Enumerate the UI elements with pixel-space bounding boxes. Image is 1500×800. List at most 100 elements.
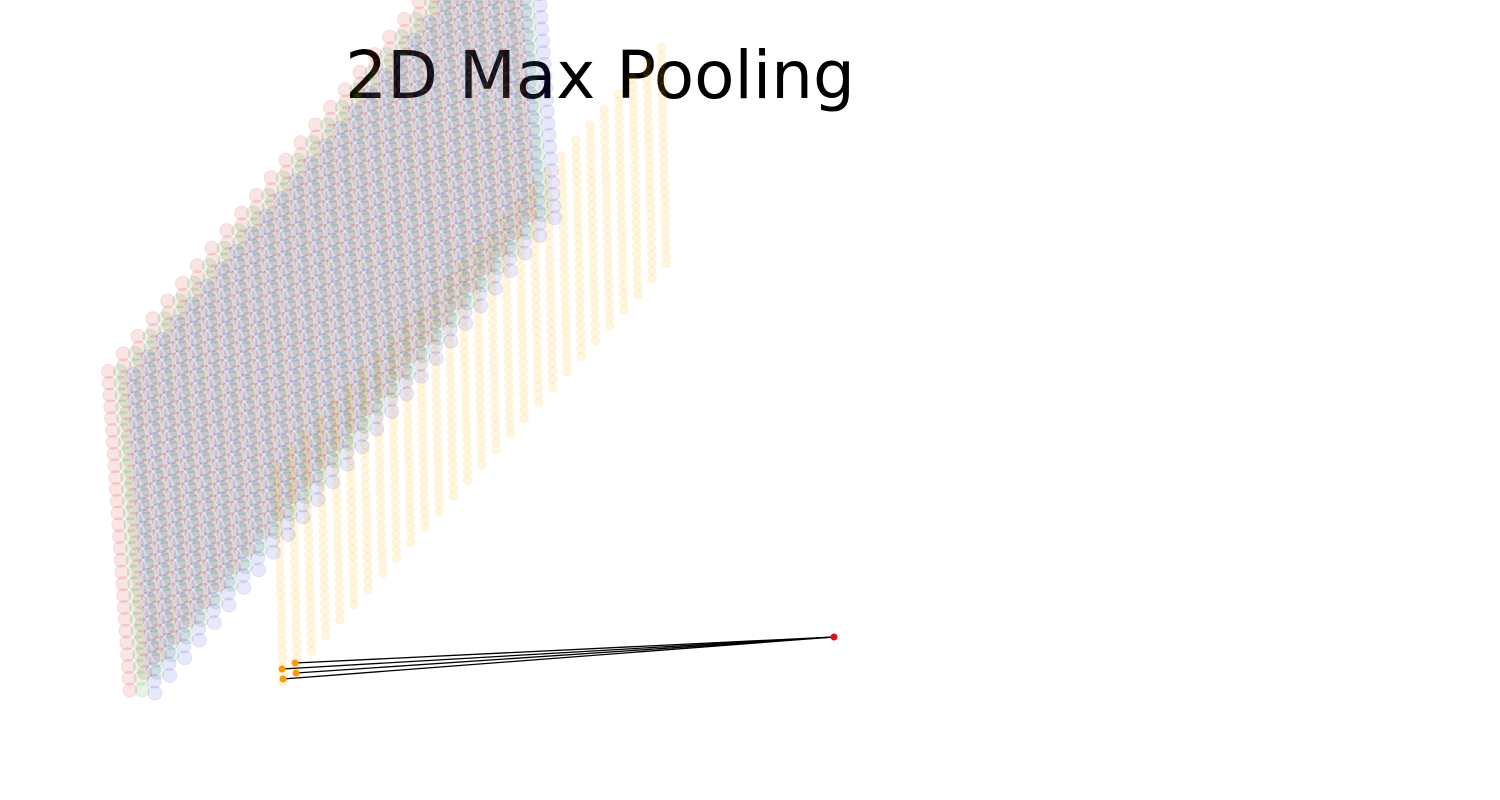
input-neuron bbox=[465, 83, 481, 99]
pooling-connection-line bbox=[295, 636, 835, 674]
input-neuron bbox=[458, 218, 474, 234]
pooled-neuron bbox=[346, 495, 357, 506]
input-neuron bbox=[215, 514, 231, 530]
input-neuron bbox=[180, 600, 196, 616]
input-neuron bbox=[201, 258, 217, 274]
input-neuron bbox=[415, 150, 431, 166]
input-neuron bbox=[166, 629, 182, 645]
input-neuron bbox=[190, 334, 206, 350]
input-neuron bbox=[247, 515, 263, 531]
input-neuron bbox=[378, 212, 394, 228]
input-neuron bbox=[343, 273, 359, 289]
input-neuron bbox=[416, 306, 432, 322]
input-neuron bbox=[289, 185, 305, 201]
input-neuron bbox=[393, 303, 409, 319]
pooled-neuron bbox=[658, 114, 668, 125]
pooled-neuron bbox=[545, 294, 556, 305]
input-neuron bbox=[189, 597, 205, 613]
input-neuron bbox=[517, 136, 533, 152]
input-neuron bbox=[517, 245, 533, 261]
pooled-neuron bbox=[632, 265, 643, 276]
input-neuron bbox=[421, 244, 437, 260]
input-neuron bbox=[250, 211, 266, 227]
input-neuron bbox=[483, 165, 499, 181]
pooled-neuron bbox=[546, 310, 556, 321]
input-neuron bbox=[453, 136, 469, 152]
input-neuron bbox=[143, 340, 159, 356]
input-neuron bbox=[485, 15, 501, 31]
input-neuron bbox=[196, 461, 212, 477]
input-neuron bbox=[394, 218, 410, 234]
pooled-neuron bbox=[386, 345, 397, 355]
input-neuron bbox=[517, 15, 533, 31]
pooled-neuron bbox=[430, 362, 441, 373]
input-neuron bbox=[535, 33, 551, 49]
input-neuron bbox=[454, 212, 470, 228]
pooled-neuron bbox=[561, 335, 571, 345]
input-neuron bbox=[190, 379, 206, 395]
input-neuron bbox=[264, 476, 280, 492]
input-neuron bbox=[375, 165, 391, 181]
input-neuron bbox=[145, 552, 161, 568]
input-neuron bbox=[476, 248, 492, 264]
pooled-neuron bbox=[628, 113, 639, 124]
pooled-neuron bbox=[389, 449, 399, 459]
input-neuron bbox=[263, 465, 279, 481]
pooled-neuron bbox=[373, 400, 383, 411]
input-neuron bbox=[122, 452, 138, 468]
pooled-neuron bbox=[446, 411, 457, 421]
input-neuron bbox=[151, 635, 167, 651]
input-neuron bbox=[305, 421, 321, 437]
input-neuron bbox=[183, 514, 199, 530]
input-neuron bbox=[217, 494, 233, 510]
input-neuron bbox=[261, 429, 277, 445]
input-neuron bbox=[173, 591, 189, 607]
pooled-neuron bbox=[644, 162, 655, 172]
input-neuron bbox=[332, 350, 348, 366]
input-neuron bbox=[326, 388, 342, 404]
input-neuron bbox=[174, 373, 190, 389]
input-neuron bbox=[306, 335, 322, 351]
pooled-neuron bbox=[572, 207, 583, 218]
input-neuron bbox=[195, 340, 211, 356]
pooled-neuron bbox=[488, 340, 499, 351]
input-neuron bbox=[467, 171, 483, 187]
input-neuron bbox=[488, 6, 504, 22]
input-neuron bbox=[402, 147, 418, 163]
input-neuron bbox=[174, 275, 190, 291]
input-neuron bbox=[381, 126, 397, 142]
input-neuron bbox=[157, 597, 173, 613]
input-neuron bbox=[240, 529, 256, 545]
input-neuron bbox=[147, 576, 163, 592]
input-neuron bbox=[229, 485, 245, 501]
input-neuron bbox=[408, 56, 424, 72]
input-neuron bbox=[516, 124, 532, 140]
input-neuron bbox=[426, 206, 442, 222]
input-neuron bbox=[217, 308, 233, 324]
pooled-neuron bbox=[558, 199, 568, 209]
pooled-neuron bbox=[345, 439, 355, 450]
input-neuron bbox=[141, 493, 157, 509]
pooled-neuron bbox=[362, 552, 373, 562]
input-neuron bbox=[303, 155, 319, 171]
input-neuron bbox=[436, 118, 452, 134]
pooled-neuron bbox=[473, 308, 483, 318]
pooled-neuron bbox=[599, 112, 610, 123]
pooled-neuron bbox=[529, 214, 539, 224]
pooled-neuron bbox=[476, 444, 487, 454]
input-neuron bbox=[250, 506, 266, 522]
input-neuron bbox=[280, 471, 296, 487]
input-neuron bbox=[100, 363, 116, 379]
input-neuron bbox=[469, 142, 485, 158]
pooled-neuron bbox=[476, 428, 486, 438]
input-neuron bbox=[447, 106, 463, 122]
input-neuron bbox=[397, 318, 413, 334]
pooled-neuron bbox=[585, 128, 595, 138]
pooled-neuron bbox=[503, 333, 513, 343]
input-neuron bbox=[462, 144, 478, 160]
input-neuron bbox=[395, 283, 411, 299]
pooled-neuron bbox=[613, 89, 624, 99]
pooled-neuron bbox=[301, 430, 311, 440]
input-neuron bbox=[338, 324, 354, 340]
input-neuron bbox=[299, 338, 315, 354]
